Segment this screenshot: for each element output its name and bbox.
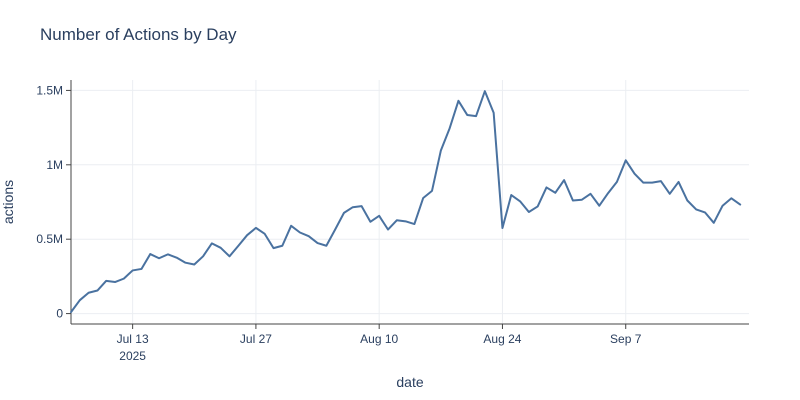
x-tick-label: Aug 10 [360, 332, 398, 346]
y-axis-title: actions [0, 180, 16, 224]
x-tick-label: Jul 27 [240, 332, 272, 346]
chart-title: Number of Actions by Day [40, 25, 237, 44]
x-tick-sublabel: 2025 [119, 349, 146, 363]
x-tick-label: Aug 24 [483, 332, 521, 346]
series-layer [70, 90, 742, 314]
grid-layer [71, 80, 749, 324]
x-tick-label: Sep 7 [610, 332, 642, 346]
tick-layer: Jul 13 2025 Jul 27 Aug 10 Aug 24 Sep 7 0 0.5M 1M… [36, 83, 641, 363]
y-tick-label: 1.5M [36, 83, 63, 97]
x-axis-title: date [396, 374, 423, 390]
actions-series-line [70, 90, 742, 314]
axis-layer [66, 80, 749, 329]
x-tick-label: Jul 13 [117, 332, 149, 346]
y-tick-label: 0 [56, 307, 63, 321]
y-tick-label: 0.5M [36, 232, 63, 246]
y-tick-label: 1M [46, 158, 63, 172]
